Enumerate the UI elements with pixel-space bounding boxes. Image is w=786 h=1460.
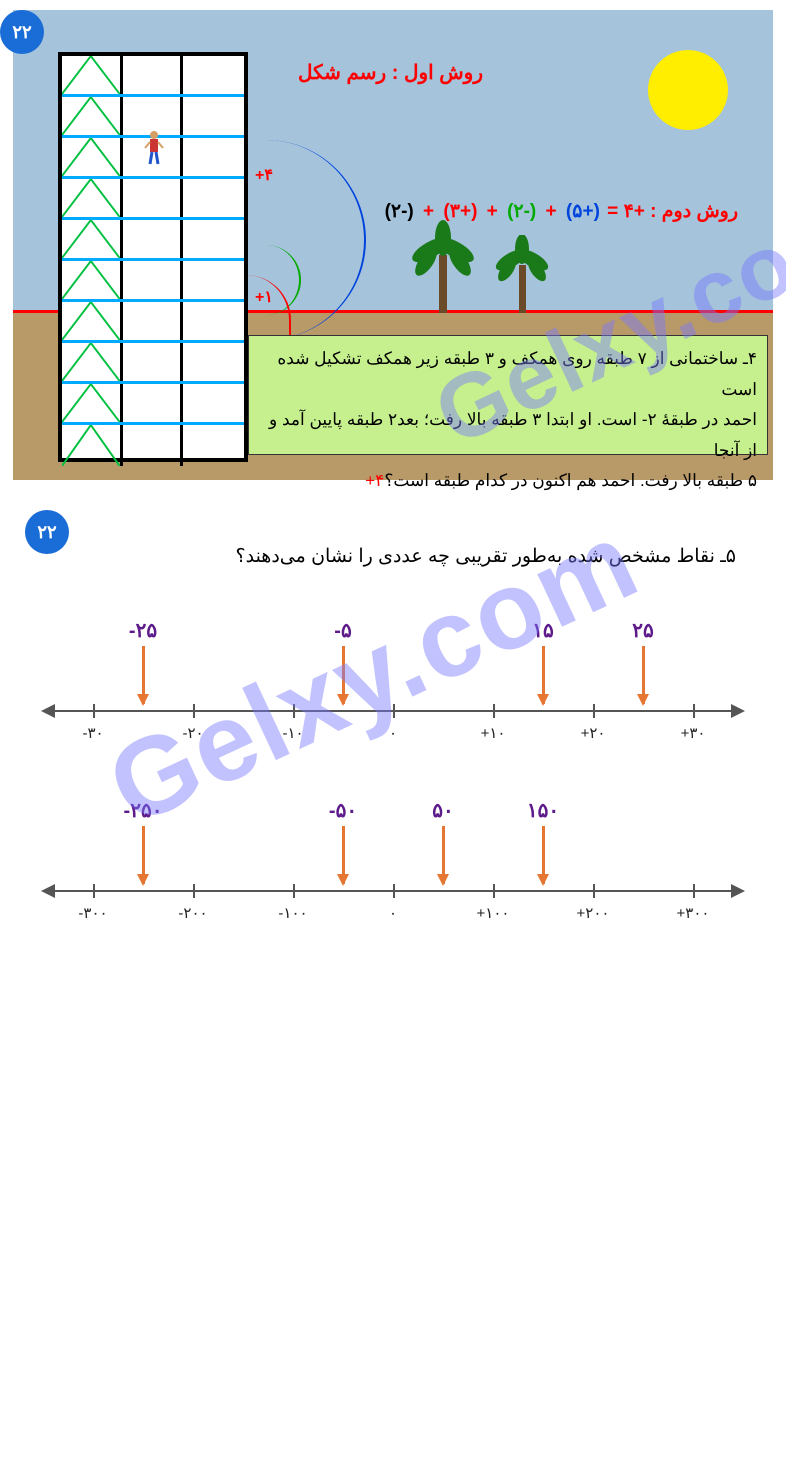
pointer-label: -۵۰ [329,798,357,823]
pointer-arrow [142,826,145,884]
problem4-line1: ۴ـ ساختمانی از ۷ طبقه روی همکف و ۳ طبقه … [259,344,757,405]
man-icon [143,130,165,166]
tick-label: -۳۰۰ [78,904,107,922]
scene-diagram: روش اول : رسم شکل روش دوم : +۴ = (+۵) + … [13,10,773,480]
tick-label: -۱۰۰ [278,904,307,922]
pointer-label: -۲۵ [129,618,157,643]
pointer-label: ۵۰ [432,798,453,823]
number-line-2: -۳۰۰ -۲۰۰ -۱۰۰ ۰ +۱۰۰ +۲۰۰ +۳۰۰ -۲۵۰ -۵۰ ۵۰ ۱۵۰ [43,790,743,920]
pointer-arrow [542,646,545,704]
tick [693,884,695,898]
tick-label: ۰ [389,724,397,742]
pointer-label: ۱۵ [532,618,553,643]
question5-title: ۵ـ نقاط مشخص شده به‌طور تقریبی چه عددی ر… [236,545,736,568]
tick-label: +۲۰ [581,724,606,742]
page-badge-top: ۲۲ [0,10,44,54]
method2-label: روش دوم : [645,201,738,222]
tick-label: -۳۰ [82,724,103,742]
tick [393,884,395,898]
tick-label: ۰ [389,904,397,922]
tick [593,884,595,898]
tick [293,704,295,718]
tick [93,704,95,718]
equation-parts: +۴ = (+۵) + (-۲) + (+۳) + (-۲) [383,201,645,222]
palm-tree-icon [408,220,478,320]
tick [93,884,95,898]
problem4-box: ۴ـ ساختمانی از ۷ طبقه روی همکف و ۳ طبقه … [248,335,768,455]
tick-label: +۳۰۰ [677,904,710,922]
tick [393,704,395,718]
tick [493,884,495,898]
pointer-label: -۲۵۰ [124,798,163,823]
tick-label: +۱۰ [481,724,506,742]
tick [193,704,195,718]
pointer-label: -۵ [334,618,351,643]
pointer-arrow [442,826,445,884]
pointer-label: ۱۵۰ [527,798,559,823]
pointer-label: ۲۵ [632,618,653,643]
tick [693,704,695,718]
method1-title: روش اول : رسم شکل [298,60,483,85]
tick-label: +۱۰۰ [477,904,510,922]
problem4-line2: احمد در طبقهٔ ۲- است. او ابتدا ۳ طبقه با… [259,405,757,466]
tick [293,884,295,898]
pointer-arrow [642,646,645,704]
tick [193,884,195,898]
tick-label: -۱۰ [282,724,303,742]
tick-label: -۲۰۰ [178,904,207,922]
pointer-arrow [342,646,345,704]
pointer-arrow [142,646,145,704]
tick [593,704,595,718]
pointer-arrow [342,826,345,884]
building [58,52,248,462]
tick-label: +۳۰ [681,724,706,742]
palm-tree-icon [493,235,553,320]
problem4-line3: ۵ طبقه بالا رفت. احمد هم اکنون در کدام ط… [259,466,757,497]
page-badge-mid: ۲۲ [25,510,69,554]
problem4-answer: ۴+ [365,471,384,490]
number-line-1: -۳۰ -۲۰ -۱۰ ۰ +۱۰ +۲۰ +۳۰ -۲۵ -۵ ۱۵ ۲۵ [43,610,743,740]
tick [493,704,495,718]
tick-label: -۲۰ [182,724,203,742]
sun-icon [648,50,728,130]
tick-label: +۲۰۰ [577,904,610,922]
pointer-arrow [542,826,545,884]
